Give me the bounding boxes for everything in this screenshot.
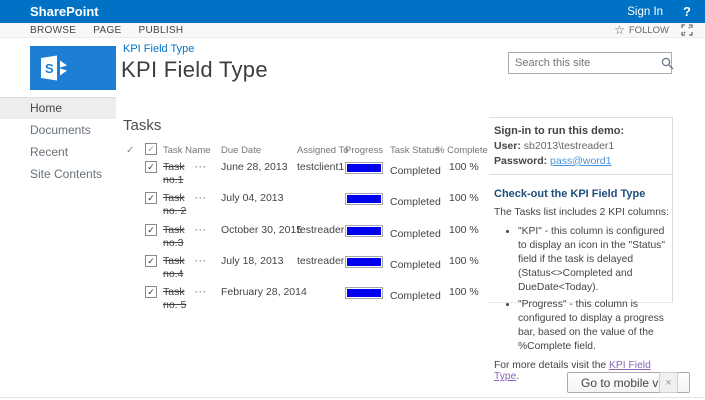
suite-bar: SharePoint Sign In ?: [0, 0, 705, 23]
follow-button[interactable]: ☆ FOLLOW: [614, 24, 669, 36]
percent-complete-cell: 100 %: [449, 286, 479, 298]
ribbon-right: ☆ FOLLOW: [614, 24, 693, 36]
signin-credentials-block: Sign-in to run this demo: User: sb2013\t…: [489, 118, 672, 176]
signin-title: Sign-in to run this demo:: [494, 125, 625, 137]
task-name-link[interactable]: Task no.3: [163, 223, 185, 249]
row-ellipsis-menu[interactable]: ···: [195, 224, 207, 235]
tab-publish[interactable]: PUBLISH: [138, 24, 184, 36]
progress-bar: [345, 255, 383, 268]
task-name-link[interactable]: Task no. 5: [163, 286, 187, 312]
assigned-to-cell[interactable]: testreader1: [297, 254, 351, 267]
task-status-cell: Completed: [390, 290, 441, 302]
row-ellipsis-menu[interactable]: ···: [195, 255, 207, 266]
search-icon[interactable]: [661, 57, 674, 70]
sidebar-item-documents[interactable]: Documents: [30, 123, 91, 137]
quick-launch-nav: Home Documents Recent Site Contents: [0, 97, 116, 186]
svg-text:S: S: [45, 61, 54, 76]
ribbon-bar: BROWSE PAGE PUBLISH ☆ FOLLOW: [0, 23, 705, 38]
search-input[interactable]: [509, 57, 661, 69]
more-details-prefix: For more details visit the: [494, 360, 610, 372]
col-header-task-name[interactable]: Task Name: [163, 145, 211, 156]
breadcrumb[interactable]: KPI Field Type: [123, 43, 195, 55]
sidebar-item-recent[interactable]: Recent: [30, 145, 69, 159]
col-header-task-status[interactable]: Task Status: [390, 145, 440, 156]
row-checkbox[interactable]: ✓: [145, 192, 157, 205]
row-checkbox[interactable]: ✓: [145, 286, 157, 298]
tasks-webpart: Tasks ✓ ✓ Task Name Due Date Assigned To…: [123, 117, 489, 312]
tasks-list-title[interactable]: Tasks: [123, 117, 162, 134]
more-details-suffix: .: [516, 371, 520, 383]
progress-bar: [345, 287, 383, 299]
row-checkbox[interactable]: ✓: [145, 161, 157, 173]
task-status-cell: Completed: [390, 196, 441, 209]
row-checkbox[interactable]: ✓: [145, 223, 157, 236]
sidebar-item-site-contents[interactable]: Site Contents: [30, 167, 103, 181]
task-status-cell: Completed: [390, 227, 441, 240]
row-ellipsis-menu[interactable]: ···: [195, 287, 207, 297]
percent-complete-cell: 100 %: [449, 192, 479, 205]
progress-bar: [345, 224, 383, 237]
kpi-field-type-link[interactable]: KPI Field Type: [494, 360, 651, 383]
percent-complete-cell: 100 %: [449, 254, 479, 267]
assigned-to-cell[interactable]: testclient1: [297, 161, 345, 173]
kpi-bullet: "Progress" - this column is configured t…: [518, 298, 670, 354]
col-header-percent-complete[interactable]: % Complete: [436, 145, 488, 156]
password-credential-line: Password: pass@word1: [494, 154, 666, 169]
assigned-to-cell[interactable]: testreader1: [297, 223, 351, 236]
page-bottom-divider: [0, 397, 705, 398]
password-label: Password:: [494, 154, 548, 167]
kpi-bullet-list: "KPI" - this column is configured to dis…: [494, 225, 670, 353]
follow-label: FOLLOW: [628, 24, 669, 36]
help-icon[interactable]: ?: [683, 4, 691, 19]
select-all-checkbox[interactable]: ✓: [145, 143, 157, 155]
due-date-cell: June 28, 2013: [221, 161, 288, 173]
ribbon-tabs: BROWSE PAGE PUBLISH: [30, 25, 183, 36]
sharepoint-brand[interactable]: SharePoint: [30, 4, 99, 19]
task-name-link[interactable]: Task no. 2: [163, 192, 187, 218]
due-date-cell: February 28, 2014: [221, 286, 307, 298]
focus-on-content-icon[interactable]: [681, 24, 693, 36]
percent-complete-cell: 100 %: [449, 223, 479, 236]
kpi-bullet: "KPI" - this column is configured to dis…: [518, 225, 670, 294]
sidebar-item-home[interactable]: Home: [0, 97, 116, 119]
progress-bar: [345, 193, 383, 206]
row-ellipsis-menu[interactable]: ···: [195, 162, 207, 172]
due-date-cell: July 04, 2013: [221, 192, 284, 205]
tab-browse[interactable]: BROWSE: [30, 24, 77, 36]
due-date-cell: October 30, 2015: [221, 223, 303, 236]
more-details-line: For more details visit the KPI Field Typ…: [494, 360, 670, 382]
password-link[interactable]: pass@word1: [550, 154, 612, 167]
checkout-heading: Check-out the KPI Field Type: [494, 188, 646, 201]
kpi-intro-text: The Tasks list includes 2 KPI columns:: [494, 207, 669, 219]
task-status-cell: Completed: [390, 165, 441, 177]
progress-bar: [345, 162, 383, 174]
tab-page[interactable]: PAGE: [93, 24, 122, 36]
sign-in-link[interactable]: Sign In: [627, 5, 664, 18]
page-title: KPI Field Type: [121, 57, 268, 82]
due-date-cell: July 18, 2013: [221, 254, 284, 267]
tasks-table: ✓ ✓ Task Name Due Date Assigned To Progr…: [123, 143, 489, 312]
star-icon: ☆: [614, 23, 625, 37]
task-status-cell: Completed: [390, 258, 441, 271]
col-header-due-date[interactable]: Due Date: [221, 145, 262, 156]
sharepoint-logo-icon: S: [41, 55, 67, 81]
percent-complete-cell: 100 %: [449, 161, 479, 173]
col-header-progress[interactable]: Progress: [345, 145, 384, 156]
user-value: sb2013\testreader1: [523, 140, 615, 152]
close-icon[interactable]: ×: [659, 372, 678, 393]
search-box: [508, 52, 674, 74]
demo-info-panel: Sign-in to run this demo: User: sb2013\t…: [489, 117, 673, 382]
task-name-link[interactable]: Task no.4: [163, 254, 185, 280]
checkout-block: Check-out the KPI Field Type The Tasks l…: [489, 175, 672, 382]
suite-bar-right: Sign In ?: [627, 4, 691, 19]
user-label: User:: [494, 140, 521, 152]
row-ellipsis-menu[interactable]: ···: [195, 193, 207, 204]
completed-checkmark-icon: ✓: [126, 145, 135, 156]
row-checkbox[interactable]: ✓: [145, 254, 157, 267]
col-header-assigned-to[interactable]: Assigned To: [297, 145, 349, 156]
site-logo[interactable]: S: [30, 46, 116, 90]
task-name-link[interactable]: Task no.1: [163, 161, 185, 187]
user-credential-line: User: sb2013\testreader1: [494, 139, 666, 154]
